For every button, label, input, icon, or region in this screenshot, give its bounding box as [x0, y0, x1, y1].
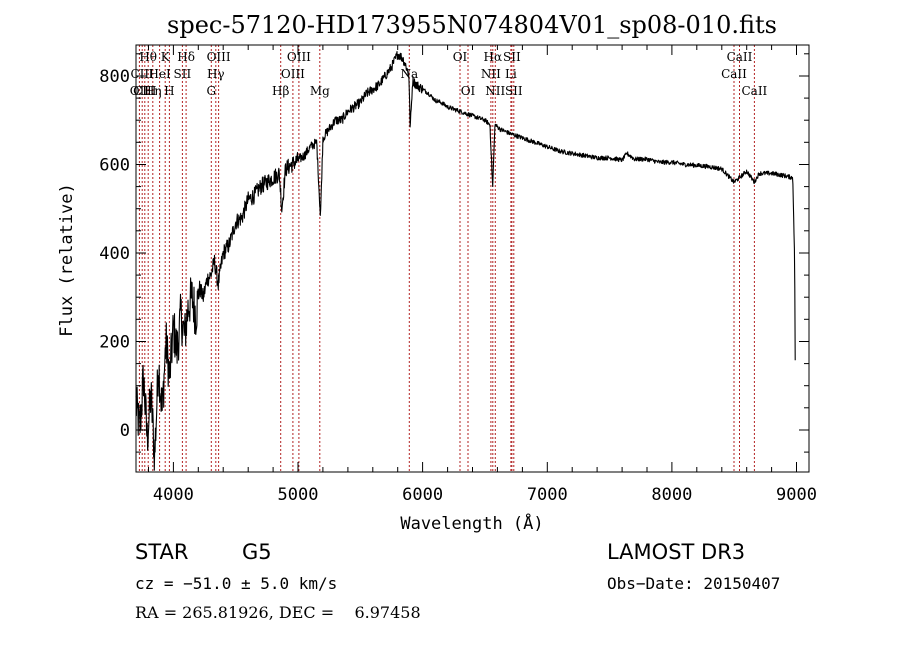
line-label-12: OIII: [207, 50, 231, 64]
y-tick-label-3: 600: [99, 156, 130, 176]
line-label-28: CaII: [741, 84, 767, 98]
redshift-cz: cz = −51.0 ± 5.0 km/s: [135, 574, 338, 593]
line-label-22: NII: [485, 84, 505, 98]
x-tick-label-3: 7000: [527, 485, 568, 505]
object-class: STAR: [135, 540, 189, 564]
line-label-16: Mg: [310, 84, 330, 98]
y-tick-label-0: 0: [120, 421, 130, 441]
line-label-7: H: [164, 84, 174, 98]
y-tick-label-4: 800: [99, 67, 130, 87]
line-label-23: Li: [505, 67, 517, 81]
line-label-19: OI: [461, 84, 476, 98]
y-axis-ticks: 0 200 400 600 800: [99, 53, 809, 453]
x-tick-label-0: 4000: [153, 485, 194, 505]
line-label-3: Hθ: [139, 50, 157, 64]
line-label-13: Hβ: [272, 84, 289, 98]
line-label-25: SII: [505, 84, 523, 98]
line-label-2: CIII: [133, 84, 157, 98]
line-label-9: Hδ: [177, 50, 195, 64]
line-label-0: OII: [130, 84, 150, 98]
line-label-18: OI: [453, 50, 468, 64]
y-tick-label-1: 200: [99, 333, 130, 353]
x-tick-label-5: 9000: [776, 485, 817, 505]
plot-frame: [135, 44, 810, 473]
x-tick-label-4: 8000: [651, 485, 692, 505]
y-axis-label: Flux (relative): [57, 183, 77, 337]
line-label-1: CIII: [130, 67, 154, 81]
observation-date: Obs−Date: 20150407: [607, 574, 781, 593]
line-label-24: SII: [503, 50, 521, 64]
line-label-17: Na: [400, 67, 418, 81]
line-label-8: SII: [174, 67, 192, 81]
line-label-21: Hα: [484, 50, 503, 64]
x-tick-label-1: 5000: [278, 485, 319, 505]
line-label-11: Hγ: [207, 67, 225, 81]
line-label-26: CaII: [721, 67, 747, 81]
object-subclass: G5: [242, 540, 272, 564]
x-axis-ticks: 4000 5000 6000 7000 8000 9000: [148, 45, 817, 505]
survey-name: LAMOST DR3: [607, 540, 746, 564]
line-label-10: G: [207, 84, 217, 98]
line-label-20: NII: [481, 67, 501, 81]
flux-series-line: [135, 51, 796, 471]
line-label-15: OIII: [287, 50, 311, 64]
line-label-27: CaII: [727, 50, 753, 64]
spectral-line-markers: [138, 45, 755, 472]
x-axis-label: Wavelength (Å): [400, 512, 543, 534]
y-tick-label-2: 400: [99, 244, 130, 264]
line-label-14: OIII: [281, 67, 305, 81]
line-label-6: K: [161, 50, 171, 64]
spectral-line-labels: OIICIIICIIIHθHηHeIKHSIIHδGHγOIIIHβOIIIOI…: [130, 50, 768, 98]
x-tick-label-2: 6000: [402, 485, 443, 505]
sky-coordinates: RA = 265.81926, DEC = 6.97458: [135, 603, 421, 622]
line-label-5: HeI: [148, 67, 171, 81]
chart-title: spec-57120-HD173955N074804V01_sp08-010.f…: [167, 11, 777, 39]
line-label-4: Hη: [144, 84, 162, 98]
